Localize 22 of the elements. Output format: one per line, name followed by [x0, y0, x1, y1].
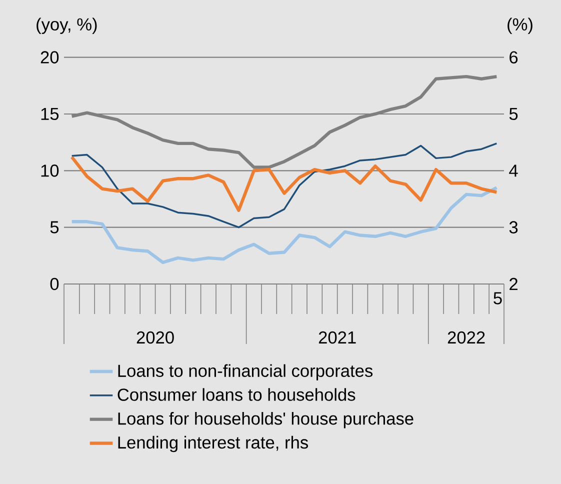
y-axis-title: (yoy, %)	[36, 18, 97, 34]
legend-label: Loans for households' house purchase	[118, 412, 414, 428]
y2-tick-label: 6	[510, 51, 518, 64]
x-tick-label: 2020	[136, 331, 174, 344]
y-tick-label: 15	[41, 108, 59, 120]
text: 5	[494, 292, 502, 304]
y2-axis-title: (%)	[508, 18, 532, 34]
y2-tick-label: 3	[509, 221, 518, 234]
y-tick-label: 20	[40, 51, 59, 64]
x-tick-label: 2022	[448, 331, 485, 344]
y-tick-label: 0	[50, 278, 59, 290]
y2-tick-label: 5	[509, 108, 518, 120]
line-series	[70, 155, 498, 212]
y2-tick-label: 4	[509, 164, 518, 177]
x-tick-label: 2021	[318, 331, 356, 344]
y-tick-label: 10	[41, 164, 59, 177]
legend-label: Lending interest rate, rhs	[118, 436, 308, 452]
line-series	[70, 186, 498, 264]
legend-label: Loans to non-financial corporates	[118, 364, 373, 380]
y-tick-label: 5	[50, 221, 59, 234]
legend-label: Consumer loans to households	[118, 388, 356, 401]
y2-tick-label: 2	[510, 278, 518, 290]
